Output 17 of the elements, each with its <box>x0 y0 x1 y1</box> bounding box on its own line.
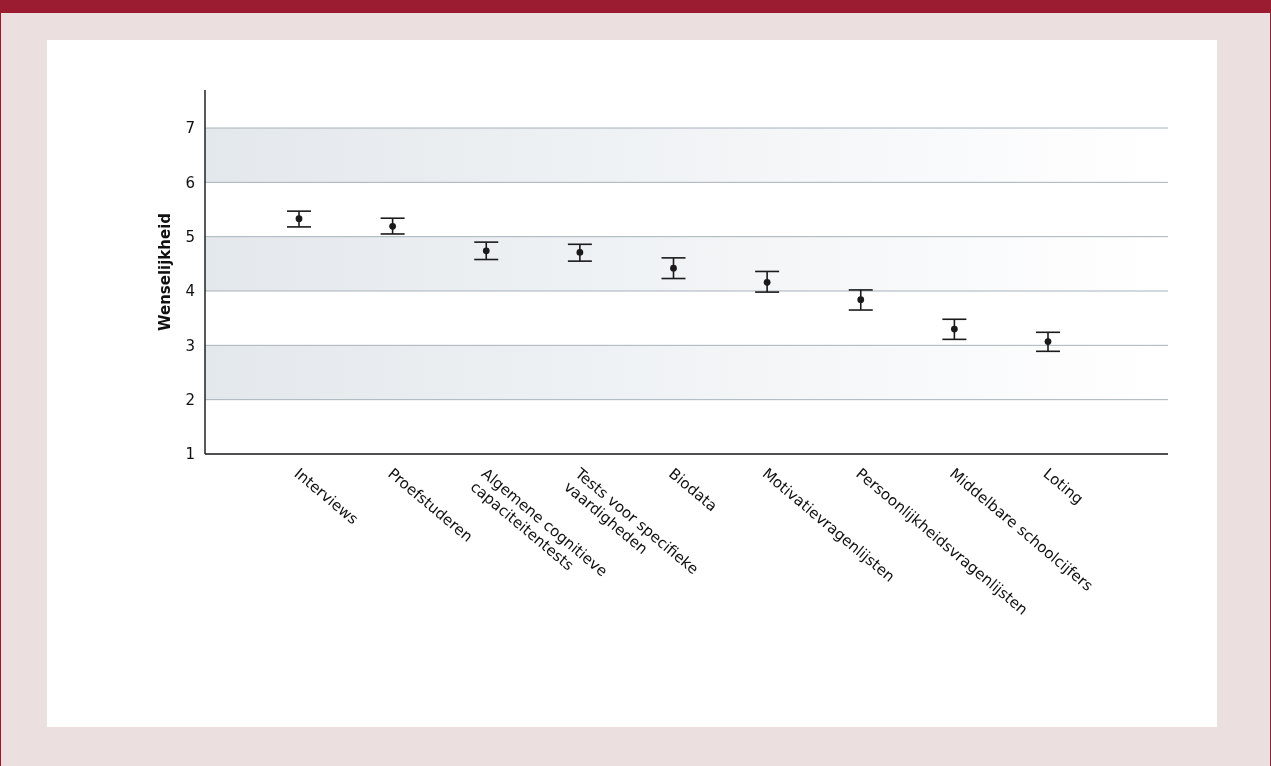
point <box>576 249 584 256</box>
y-tick-label: 1 <box>185 445 195 464</box>
point <box>482 247 490 255</box>
y-tick-label: 4 <box>185 282 195 301</box>
point <box>1044 338 1052 345</box>
y-tick-label: 6 <box>185 173 195 192</box>
y-tick-label: 7 <box>185 119 195 138</box>
point <box>857 296 865 304</box>
point <box>763 278 771 286</box>
point <box>950 325 958 333</box>
point <box>670 264 677 272</box>
point <box>295 215 303 223</box>
y-axis-title: Wenselijkheid <box>156 212 174 332</box>
y-tick-label: 2 <box>185 390 195 409</box>
point <box>389 222 397 230</box>
y-tick-label: 3 <box>185 336 195 355</box>
y-tick-label: 5 <box>185 227 195 246</box>
